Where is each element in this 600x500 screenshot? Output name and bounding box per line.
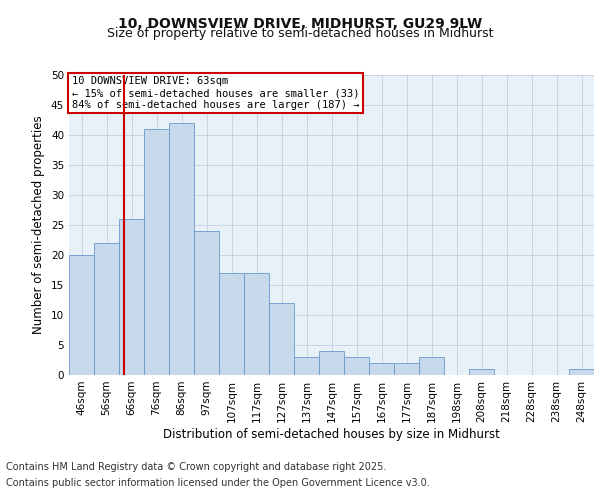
Text: Size of property relative to semi-detached houses in Midhurst: Size of property relative to semi-detach… <box>107 28 493 40</box>
Text: 10 DOWNSVIEW DRIVE: 63sqm
← 15% of semi-detached houses are smaller (33)
84% of : 10 DOWNSVIEW DRIVE: 63sqm ← 15% of semi-… <box>71 76 359 110</box>
Bar <box>69 255 94 375</box>
Text: Contains public sector information licensed under the Open Government Licence v3: Contains public sector information licen… <box>6 478 430 488</box>
Bar <box>169 123 194 375</box>
Y-axis label: Number of semi-detached properties: Number of semi-detached properties <box>32 116 46 334</box>
Bar <box>119 219 144 375</box>
Bar <box>194 231 219 375</box>
Bar <box>269 303 294 375</box>
Bar <box>369 363 394 375</box>
Bar <box>244 273 269 375</box>
Bar <box>294 357 319 375</box>
Bar <box>144 129 169 375</box>
Bar <box>319 351 344 375</box>
Bar <box>344 357 369 375</box>
Bar <box>94 243 119 375</box>
Text: Contains HM Land Registry data © Crown copyright and database right 2025.: Contains HM Land Registry data © Crown c… <box>6 462 386 472</box>
Bar <box>419 357 444 375</box>
Bar <box>394 363 419 375</box>
Bar <box>569 369 594 375</box>
Text: 10, DOWNSVIEW DRIVE, MIDHURST, GU29 9LW: 10, DOWNSVIEW DRIVE, MIDHURST, GU29 9LW <box>118 18 482 32</box>
Bar <box>219 273 244 375</box>
Bar <box>469 369 494 375</box>
X-axis label: Distribution of semi-detached houses by size in Midhurst: Distribution of semi-detached houses by … <box>163 428 500 440</box>
